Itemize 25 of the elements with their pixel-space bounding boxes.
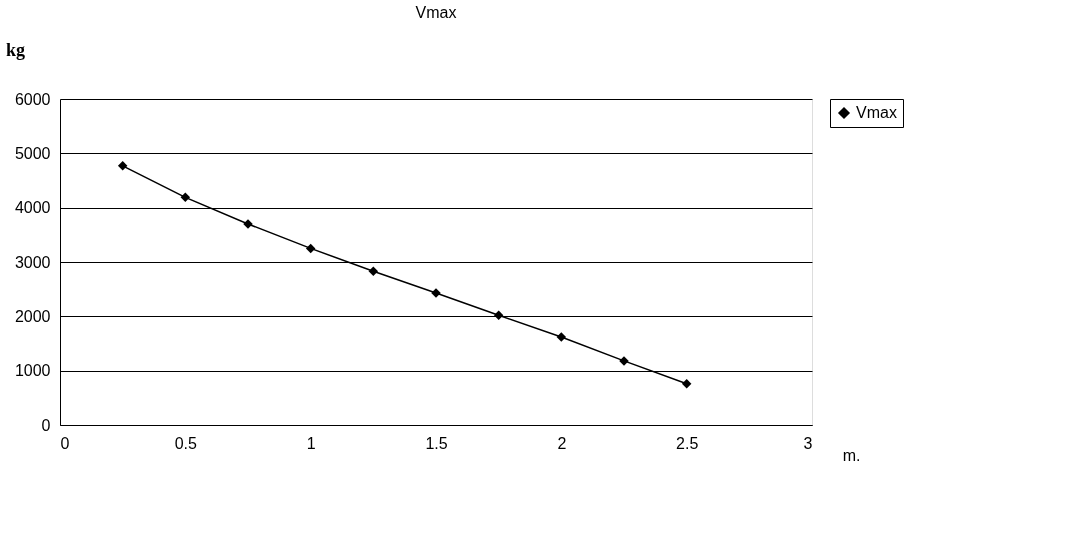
x-tick-label: 2 <box>557 434 567 452</box>
x-tick-label: 3 <box>803 434 813 452</box>
x-tick-label: 0.5 <box>174 434 198 452</box>
point <box>493 310 504 320</box>
x-tick-label: 2.5 <box>676 434 699 452</box>
point <box>180 192 191 203</box>
y-tick-label: 4000 <box>14 199 51 217</box>
point <box>681 378 692 389</box>
point <box>368 266 379 276</box>
point <box>305 243 316 254</box>
chart-title: Vmax <box>415 4 457 21</box>
legend-label: Vmax <box>856 104 897 121</box>
y-axis-title: kg <box>5 39 26 60</box>
y-tick-label: 6000 <box>14 90 51 108</box>
point <box>117 161 128 171</box>
y-tick-label: 0 <box>41 416 51 434</box>
x-axis-title: m. <box>842 446 861 464</box>
y-tick-label: 2000 <box>14 307 51 325</box>
y-tick-label: 1000 <box>14 362 51 380</box>
x-tick-label: 1 <box>306 434 316 452</box>
y-tick-label: 5000 <box>14 144 51 162</box>
x-tick-label: 0 <box>60 434 70 452</box>
y-tick-label: 3000 <box>14 253 51 271</box>
point <box>556 332 567 342</box>
x-tick-label: 1.5 <box>425 434 448 452</box>
